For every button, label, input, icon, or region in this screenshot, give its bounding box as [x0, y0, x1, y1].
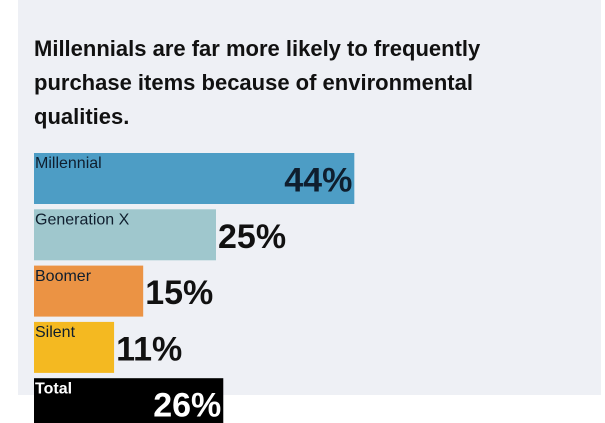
- bar: [34, 378, 224, 423]
- category-label: Total: [35, 380, 72, 397]
- bar: [34, 321, 115, 373]
- value-label: 25%: [218, 218, 286, 256]
- value-label: 11%: [116, 330, 182, 368]
- bar: [34, 209, 216, 261]
- bar: [34, 153, 355, 204]
- value-label: 44%: [284, 161, 352, 199]
- category-label: Boomer: [35, 268, 92, 285]
- value-label: 15%: [145, 274, 213, 312]
- category-label: Millennial: [35, 155, 102, 172]
- category-label: Silent: [35, 324, 76, 341]
- chart-title: Millennials are far more likely to frequ…: [34, 36, 481, 129]
- bar: [34, 265, 144, 317]
- value-label: 26%: [153, 387, 221, 423]
- category-label: Generation X: [35, 212, 130, 229]
